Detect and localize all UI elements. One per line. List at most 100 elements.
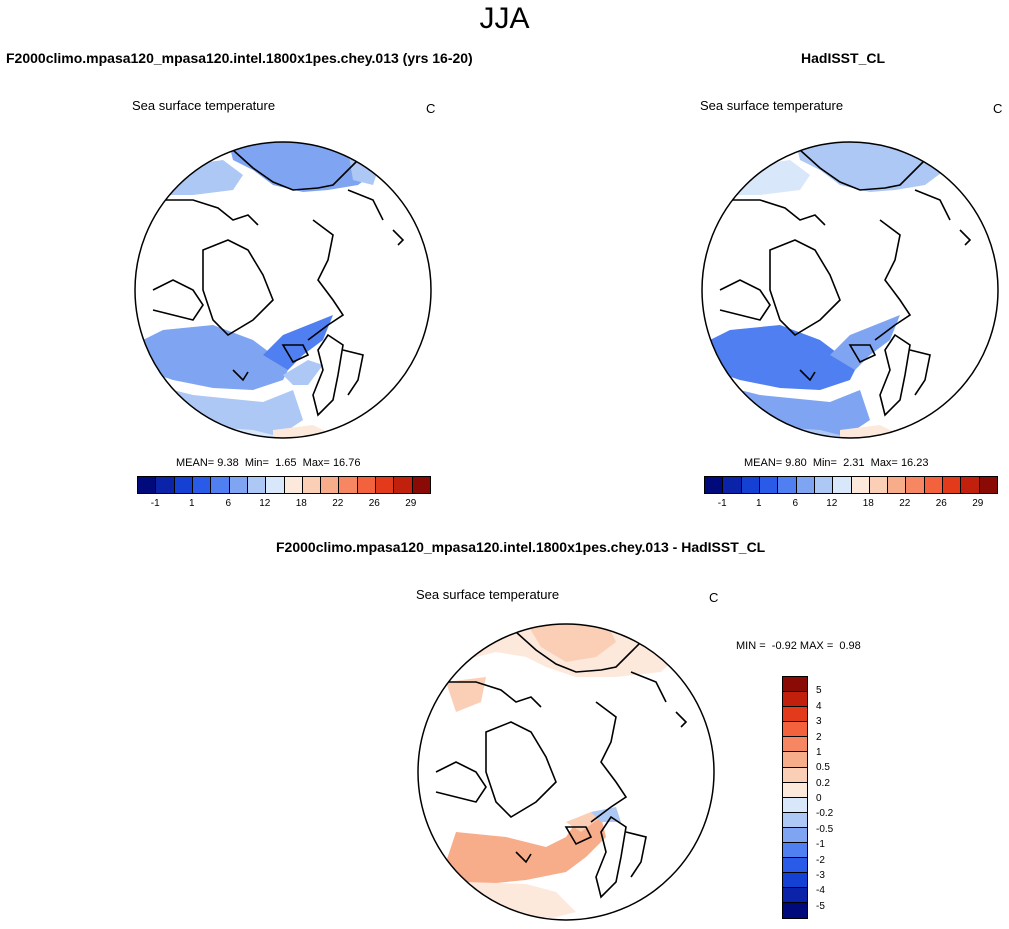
panel2-mean: 9.80 bbox=[785, 457, 807, 469]
colorbar-swatch bbox=[302, 477, 322, 493]
panel2-max: 16.23 bbox=[900, 457, 929, 469]
colorbar-tick-label: 22 bbox=[332, 498, 344, 509]
colorbar-swatch bbox=[943, 477, 962, 493]
panel3-units: C bbox=[709, 590, 719, 605]
colorbar-tick-label: -1 bbox=[717, 498, 727, 509]
colorbar-swatch bbox=[759, 477, 779, 493]
colorbar-swatch bbox=[783, 707, 807, 723]
colorbar-swatch bbox=[783, 752, 807, 768]
colorbar-swatch bbox=[783, 843, 807, 859]
colorbar-swatch bbox=[783, 858, 807, 874]
colorbar-swatch bbox=[783, 827, 807, 844]
colorbar-swatch bbox=[979, 477, 997, 493]
colorbar-swatch bbox=[174, 477, 193, 493]
colorbar-tick-label: 0.5 bbox=[816, 762, 830, 774]
colorbar-tick-label: 5 bbox=[816, 685, 822, 697]
colorbar-tick-label: -1 bbox=[816, 839, 825, 851]
panel3-colorbar-ticks: 5 4 3 2 1 0.5 0.2 0 -0.2 -0.5 -1 -2 -3 -4 -5 bbox=[816, 676, 856, 922]
colorbar-tick-label: 12 bbox=[826, 498, 838, 509]
colorbar-swatch bbox=[229, 477, 248, 493]
panel1-colorbar bbox=[137, 476, 431, 494]
panel2-colorbar bbox=[704, 476, 998, 494]
colorbar-swatch bbox=[783, 812, 807, 828]
colorbar-swatch bbox=[814, 477, 834, 493]
colorbar-tick-label: -5 bbox=[816, 900, 825, 912]
colorbar-swatch bbox=[723, 477, 742, 493]
colorbar-swatch bbox=[783, 767, 807, 783]
panel1-min: 1.65 bbox=[275, 457, 297, 469]
panel3-variable: Sea surface temperature bbox=[416, 587, 560, 602]
colorbar-tick-label: 18 bbox=[862, 498, 874, 509]
colorbar-swatch bbox=[869, 477, 889, 493]
colorbar-tick-label: 29 bbox=[972, 498, 984, 509]
panel2-title: HadISST_CL bbox=[801, 50, 886, 66]
colorbar-swatch bbox=[961, 477, 980, 493]
colorbar-swatch bbox=[783, 722, 807, 738]
colorbar-swatch bbox=[783, 797, 807, 813]
colorbar-swatch bbox=[783, 677, 807, 693]
colorbar-swatch bbox=[705, 477, 724, 493]
colorbar-swatch bbox=[138, 477, 157, 493]
panel3-title: F2000climo.mpasa120_mpasa120.intel.1800x… bbox=[276, 539, 766, 555]
colorbar-tick-label: -3 bbox=[816, 869, 825, 881]
colorbar-tick-label: 1 bbox=[188, 498, 195, 509]
colorbar-tick-label: 0.2 bbox=[816, 777, 830, 789]
colorbar-swatch bbox=[357, 477, 377, 493]
colorbar-swatch bbox=[266, 477, 285, 493]
colorbar-tick-label: 12 bbox=[259, 498, 271, 509]
panel1-title: F2000climo.mpasa120_mpasa120.intel.1800x… bbox=[6, 50, 473, 66]
colorbar-tick-label: 2 bbox=[816, 731, 822, 743]
panel2-variable: Sea surface temperature bbox=[700, 98, 844, 113]
panel2-min: 2.31 bbox=[843, 457, 865, 469]
colorbar-swatch bbox=[156, 477, 175, 493]
colorbar-swatch bbox=[906, 477, 925, 493]
panel1-max: 16.76 bbox=[332, 457, 361, 469]
colorbar-swatch bbox=[778, 477, 797, 493]
colorbar-tick-label: 6 bbox=[792, 498, 799, 509]
colorbar-tick-label: -2 bbox=[816, 854, 825, 866]
panel3-map bbox=[417, 623, 715, 921]
panel1-stats: MEAN= 9.38 Min= 1.65 Max= 16.76 bbox=[176, 457, 361, 469]
colorbar-swatch bbox=[796, 477, 815, 493]
colorbar-swatch bbox=[339, 477, 358, 493]
colorbar-swatch bbox=[211, 477, 230, 493]
colorbar-tick-label: 0 bbox=[816, 793, 822, 804]
colorbar-tick-label: -0.5 bbox=[816, 823, 834, 835]
colorbar-tick-label: -0.2 bbox=[816, 808, 834, 820]
colorbar-swatch bbox=[321, 477, 340, 493]
panel2-map bbox=[701, 141, 999, 439]
panel1-units: C bbox=[426, 101, 436, 116]
colorbar-swatch bbox=[924, 477, 944, 493]
season-title: JJA bbox=[479, 2, 530, 35]
panel2-stats: MEAN= 9.80 Min= 2.31 Max= 16.23 bbox=[744, 457, 929, 469]
colorbar-swatch bbox=[783, 692, 807, 708]
colorbar-tick-label: 1 bbox=[816, 746, 822, 758]
panel3-colorbar bbox=[782, 676, 808, 919]
colorbar-swatch bbox=[888, 477, 907, 493]
panel1-map bbox=[134, 141, 432, 439]
colorbar-swatch bbox=[394, 477, 413, 493]
panel3-atlantic-diff bbox=[446, 817, 606, 884]
colorbar-swatch bbox=[192, 477, 212, 493]
colorbar-tick-label: 29 bbox=[405, 498, 417, 509]
colorbar-swatch bbox=[783, 903, 807, 918]
colorbar-tick-label: -1 bbox=[150, 498, 160, 509]
panel2-colorbar-ticks: -1 1 6 12 18 22 26 29 bbox=[704, 498, 996, 512]
colorbar-tick-label: -4 bbox=[816, 885, 825, 897]
panel1-mean: 9.38 bbox=[217, 457, 239, 469]
colorbar-tick-label: 4 bbox=[816, 700, 822, 712]
colorbar-swatch bbox=[783, 888, 807, 904]
panel2-atlantic-sst bbox=[702, 325, 860, 390]
colorbar-tick-label: 6 bbox=[225, 498, 232, 509]
panel1-variable: Sea surface temperature bbox=[132, 98, 276, 113]
colorbar-swatch bbox=[376, 477, 395, 493]
colorbar-tick-label: 26 bbox=[368, 498, 380, 509]
colorbar-swatch bbox=[783, 873, 807, 889]
panel2-units: C bbox=[993, 101, 1003, 116]
colorbar-tick-label: 3 bbox=[816, 716, 822, 728]
panel3-max: 0.98 bbox=[839, 640, 861, 652]
colorbar-swatch bbox=[284, 477, 303, 493]
panel3-min: -0.92 bbox=[771, 640, 797, 652]
panel3-stats: MIN = -0.92 MAX = 0.98 bbox=[736, 640, 861, 652]
colorbar-swatch bbox=[412, 477, 430, 493]
